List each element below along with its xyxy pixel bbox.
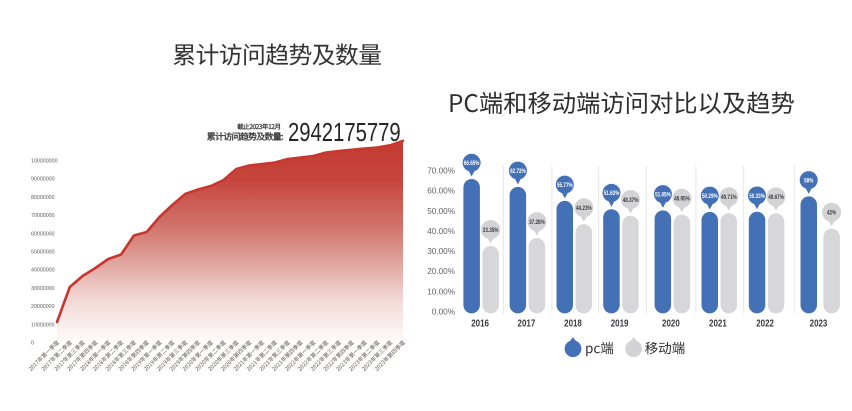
svg-text:48.37%: 48.37% — [623, 197, 639, 204]
svg-text:2017: 2017 — [518, 318, 536, 329]
svg-text:49.71%: 49.71% — [721, 194, 737, 201]
svg-text:2942175779: 2942175779 — [288, 118, 401, 147]
svg-text:2023: 2023 — [810, 318, 828, 329]
svg-text:0.00%: 0.00% — [432, 308, 455, 317]
svg-text:58%: 58% — [804, 177, 813, 184]
svg-text:20.00%: 20.00% — [427, 267, 455, 276]
svg-text:2018: 2018 — [564, 318, 582, 329]
svg-text:42%: 42% — [827, 210, 836, 217]
svg-text:50.29%: 50.29% — [702, 193, 718, 200]
svg-text:70000000: 70000000 — [31, 213, 55, 219]
svg-text:51.05%: 51.05% — [655, 191, 671, 198]
svg-text:0: 0 — [31, 340, 34, 346]
svg-text:2021: 2021 — [709, 318, 727, 329]
svg-text:62.72%: 62.72% — [510, 168, 526, 175]
svg-text:10.00%: 10.00% — [427, 287, 455, 296]
svg-text:2022: 2022 — [756, 318, 774, 329]
svg-text:66.65%: 66.65% — [464, 160, 480, 167]
svg-text:60.00%: 60.00% — [427, 187, 455, 196]
svg-text:48.95%: 48.95% — [674, 196, 690, 203]
svg-text:20000000: 20000000 — [31, 304, 55, 310]
svg-text:30.00%: 30.00% — [427, 247, 455, 256]
svg-text:100000000: 100000000 — [31, 159, 58, 165]
svg-text:55.77%: 55.77% — [557, 182, 573, 189]
svg-text:30000000: 30000000 — [31, 286, 55, 292]
svg-text:2016: 2016 — [471, 318, 489, 329]
svg-text:33.35%: 33.35% — [483, 227, 499, 234]
svg-text:2020: 2020 — [662, 318, 680, 329]
svg-text:80000000: 80000000 — [31, 195, 55, 201]
svg-text:50.33%: 50.33% — [749, 193, 765, 200]
svg-text:10000000: 10000000 — [31, 322, 55, 328]
svg-text:44.23%: 44.23% — [576, 205, 592, 212]
svg-text:49.67%: 49.67% — [768, 194, 784, 201]
svg-text:37.28%: 37.28% — [529, 219, 545, 226]
svg-text:2019: 2019 — [611, 318, 629, 329]
svg-text:50000000: 50000000 — [31, 250, 55, 256]
svg-text:40000000: 40000000 — [31, 268, 55, 274]
svg-text:70.00%: 70.00% — [427, 167, 455, 176]
svg-text:50.00%: 50.00% — [427, 207, 455, 216]
svg-text:51.63%: 51.63% — [604, 190, 620, 197]
svg-text:90000000: 90000000 — [31, 177, 55, 183]
svg-text:60000000: 60000000 — [31, 231, 55, 237]
svg-text:40.00%: 40.00% — [427, 227, 455, 236]
